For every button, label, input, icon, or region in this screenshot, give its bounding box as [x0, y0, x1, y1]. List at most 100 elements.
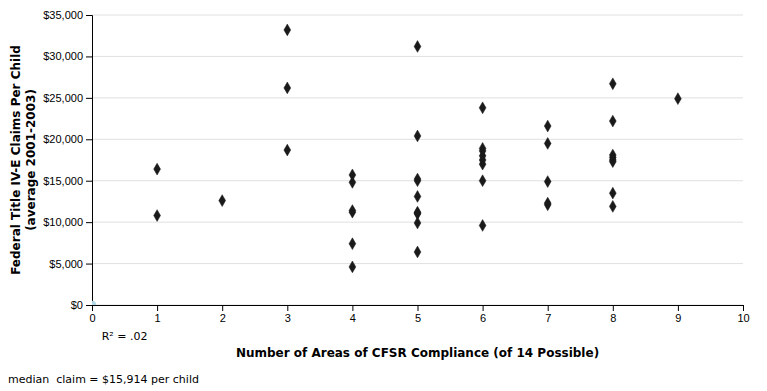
series — [154, 24, 682, 273]
point — [154, 210, 161, 222]
point — [284, 24, 291, 36]
annotation: median claim = $15,914 per child — [8, 373, 199, 386]
point — [609, 149, 616, 161]
tick-mark — [548, 305, 549, 311]
point — [544, 138, 551, 150]
tick: 6 — [480, 305, 486, 324]
tick-label: 6 — [480, 312, 486, 324]
tick-mark — [743, 305, 744, 311]
plot: 0 1 2 3 4 5 6 7 8 9 10 $0 $5,000 $10,000 $15,000 $20,00… — [43, 9, 749, 324]
tick: $15,000 — [43, 175, 92, 187]
point — [414, 246, 421, 258]
tick-mark — [86, 264, 92, 265]
tick-label: $30,000 — [43, 50, 83, 62]
tick: 8 — [610, 305, 616, 324]
tick-mark — [86, 15, 92, 16]
grid-line — [92, 56, 743, 57]
y-axis-line — [86, 16, 93, 306]
tick-mark — [86, 98, 92, 99]
x-axis-title: Number of Areas of CFSR Compliance (of 1… — [236, 346, 599, 360]
tick-mark — [352, 305, 353, 311]
chart: 0 1 2 3 4 5 6 7 8 9 10 $0 $5,000 $10,000 $15,000 $20,00… — [0, 0, 767, 391]
point — [479, 175, 486, 187]
tick-mark — [418, 305, 419, 311]
tick-label: $10,000 — [43, 216, 83, 228]
tick-label: $0 — [71, 299, 83, 311]
tick: $10,000 — [43, 216, 92, 228]
point — [609, 115, 616, 127]
tick: 1 — [155, 305, 161, 324]
point — [609, 201, 616, 213]
tick: 5 — [415, 305, 421, 324]
tick-label: $15,000 — [43, 175, 83, 187]
tick-label: 7 — [545, 312, 551, 324]
tick: $35,000 — [43, 9, 92, 21]
y-grid — [92, 15, 743, 305]
tick: $25,000 — [43, 92, 92, 104]
tick: $30,000 — [43, 50, 92, 62]
point — [544, 197, 551, 209]
tick: $5,000 — [49, 258, 92, 270]
grid-line — [92, 263, 743, 264]
series — [92, 301, 96, 305]
point — [154, 163, 161, 175]
y-axis-title: Federal Title IV-E Claims Per Child(aver… — [9, 45, 37, 275]
point — [219, 195, 226, 207]
tick: $20,000 — [43, 133, 92, 145]
tick-label: 10 — [737, 312, 749, 324]
x-axis: 0 1 2 3 4 5 6 7 8 9 10 — [89, 305, 749, 324]
point — [414, 207, 421, 219]
tick-label: 9 — [675, 312, 681, 324]
tick-mark — [86, 139, 92, 140]
point — [349, 169, 356, 181]
point — [609, 187, 616, 199]
tick: 9 — [675, 305, 681, 324]
point — [609, 78, 616, 90]
point — [414, 41, 421, 53]
tick: $0 — [71, 299, 92, 311]
tick-mark — [613, 305, 614, 311]
annotation: R² = .02 — [102, 330, 148, 343]
grid-line — [92, 15, 743, 16]
tick: 0 — [89, 305, 95, 324]
point — [92, 301, 96, 305]
tick: 4 — [350, 305, 356, 324]
point — [544, 120, 551, 132]
point — [349, 261, 356, 273]
tick-label: $35,000 — [43, 9, 83, 21]
tick: 2 — [220, 305, 226, 324]
point — [349, 205, 356, 217]
y-axis: $0 $5,000 $10,000 $15,000 $20,000 $25,000 $30,… — [43, 9, 92, 311]
tick-mark — [86, 305, 92, 306]
grid-line — [92, 97, 743, 98]
point — [544, 176, 551, 188]
point — [675, 93, 682, 105]
tick-label: $20,000 — [43, 133, 83, 145]
tick-mark — [86, 222, 92, 223]
tick-label: 1 — [155, 312, 161, 324]
point — [414, 173, 421, 185]
point — [414, 191, 421, 203]
tick: 3 — [285, 305, 291, 324]
tick: 7 — [545, 305, 551, 324]
tick-label: $25,000 — [43, 92, 83, 104]
x-axis-line — [93, 306, 744, 312]
tick-label: 4 — [350, 312, 356, 324]
tick-label: 8 — [610, 312, 616, 324]
tick-mark — [483, 305, 484, 311]
tick-mark — [287, 305, 288, 311]
tick-label: 0 — [89, 312, 95, 324]
tick-mark — [157, 305, 158, 311]
tick-mark — [86, 181, 92, 182]
tick-mark — [678, 305, 679, 311]
point — [479, 220, 486, 232]
tick-mark — [222, 305, 223, 311]
tick: 10 — [737, 305, 749, 324]
tick-label: $5,000 — [49, 258, 83, 270]
tick-label: 3 — [285, 312, 291, 324]
tick-label: 2 — [220, 312, 226, 324]
point — [479, 143, 486, 155]
point — [284, 144, 291, 156]
tick-label: 5 — [415, 312, 421, 324]
points — [92, 24, 681, 305]
